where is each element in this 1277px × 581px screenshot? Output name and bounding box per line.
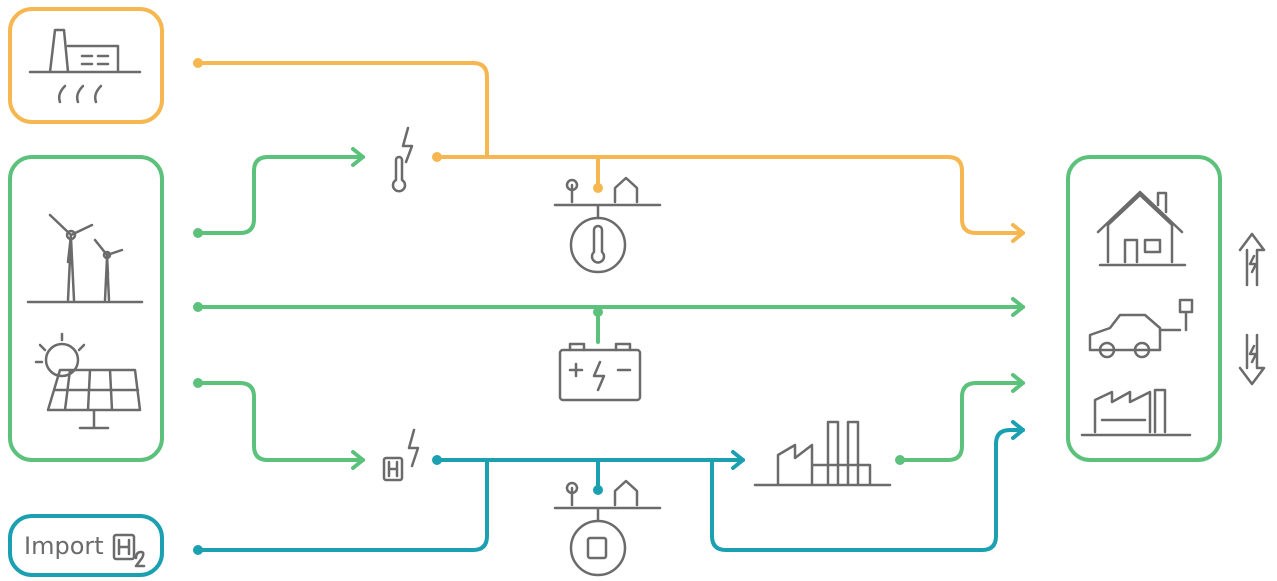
dot (193, 58, 203, 68)
heat-lines (198, 63, 1023, 241)
dot (193, 302, 203, 312)
dot (193, 228, 203, 238)
dot (593, 485, 603, 495)
dot (193, 378, 203, 388)
dot (895, 455, 905, 465)
dot (193, 545, 203, 555)
dot (593, 307, 603, 317)
icons (28, 30, 1264, 575)
diagram: Import (0, 0, 1277, 581)
dot (432, 455, 442, 465)
dot (432, 152, 442, 162)
renewables-box (10, 157, 162, 460)
power-lines (198, 149, 1023, 468)
consumers-box (1068, 157, 1220, 460)
import-label: Import (24, 532, 104, 560)
h2-icon (114, 535, 144, 566)
hydrogen-lines (198, 422, 1023, 550)
heat-source-box (10, 9, 162, 122)
dot (593, 183, 603, 193)
